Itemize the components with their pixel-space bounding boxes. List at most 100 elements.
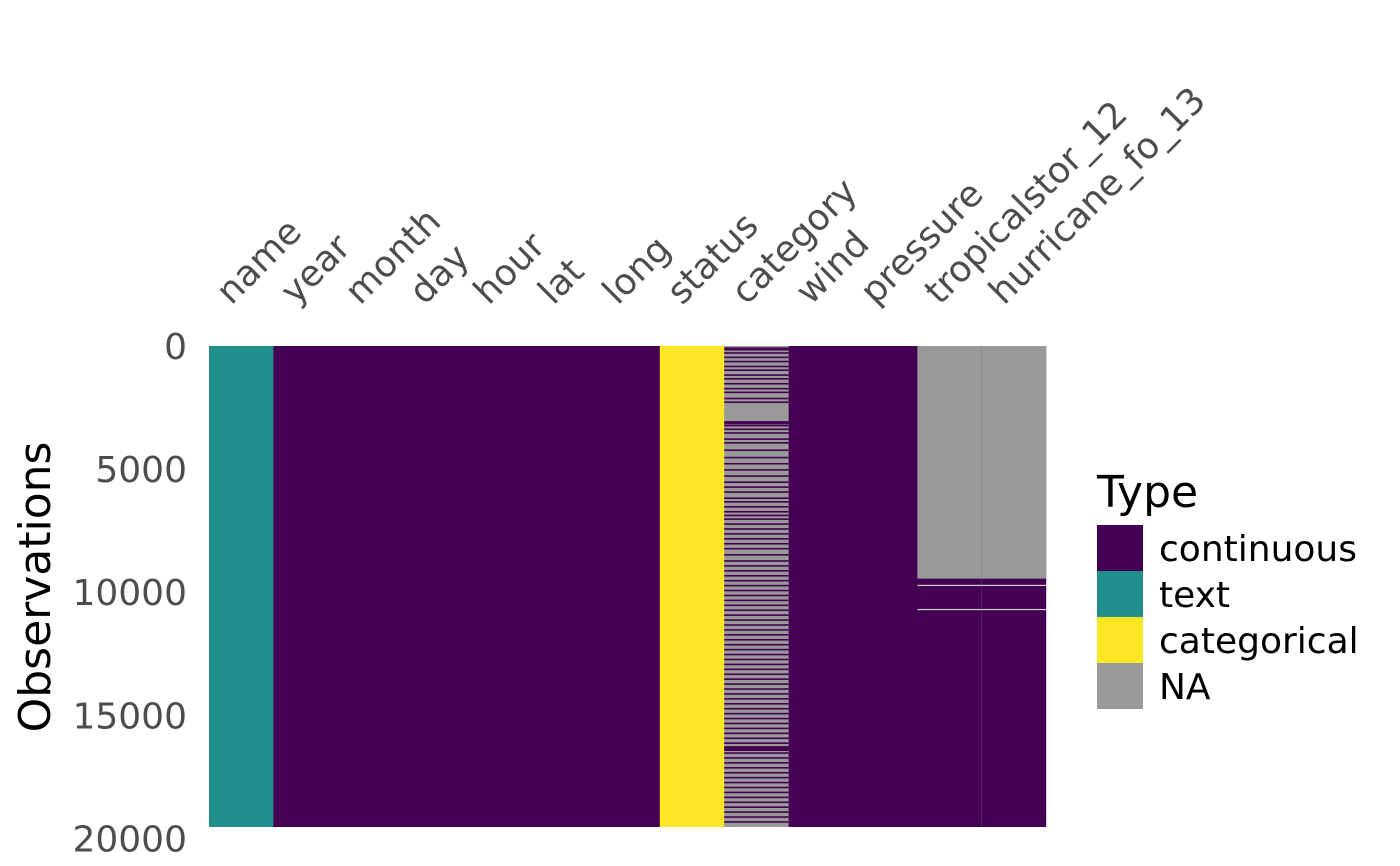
column-label: hour: [466, 225, 553, 312]
value-stripe: [724, 528, 789, 530]
value-stripe: [724, 374, 789, 376]
column-year: [273, 346, 339, 827]
value-stripe: [724, 658, 789, 661]
value-stripe: [724, 579, 789, 582]
heatmap-columns: [209, 346, 1047, 827]
value-stripe: [724, 781, 789, 784]
value-stripe: [724, 648, 789, 651]
value-stripe: [724, 673, 789, 676]
value-stripe: [724, 570, 789, 572]
value-stripe: [724, 365, 789, 368]
value-stripe: [724, 542, 789, 545]
na-cell: [917, 346, 982, 579]
column-day: [402, 346, 468, 827]
value-stripe: [724, 643, 789, 646]
value-stripe: [724, 609, 789, 612]
value-stripe: [724, 717, 789, 720]
value-stripe: [724, 518, 789, 520]
na-cell: [981, 346, 1047, 579]
value-cell: [659, 346, 725, 827]
value-stripe: [724, 737, 789, 740]
value-stripe: [724, 456, 789, 459]
column-month: [337, 346, 403, 827]
value-stripe: [724, 428, 789, 431]
value-stripe: [724, 432, 789, 434]
value-stripe: [724, 653, 789, 656]
value-stripe: [724, 348, 789, 351]
value-stripe: [724, 801, 789, 804]
value-stripe: [724, 707, 789, 710]
value-stripe: [724, 683, 789, 685]
value-stripe: [724, 796, 789, 799]
column-lat: [531, 346, 596, 827]
column-long: [595, 346, 661, 827]
value-stripe: [724, 510, 789, 513]
value-stripe: [724, 811, 789, 813]
value-stripe: [724, 757, 789, 759]
value-cell: [273, 346, 339, 827]
value-cell: [402, 346, 468, 827]
legend-swatch: [1097, 617, 1143, 663]
legend-title: Type: [1096, 467, 1198, 518]
value-stripe: [724, 438, 789, 440]
value-stripe: [724, 397, 789, 400]
value-stripe: [724, 732, 789, 735]
value-stripe: [724, 584, 789, 587]
value-stripe: [724, 776, 789, 779]
value-stripe: [724, 565, 789, 567]
na-cell: [981, 584, 1047, 587]
value-stripe: [724, 702, 789, 705]
value-stripe: [724, 462, 789, 465]
value-stripe: [724, 806, 789, 808]
value-stripe: [724, 533, 789, 535]
value-stripe: [724, 506, 789, 508]
value-stripe: [724, 629, 789, 631]
value-stripe: [724, 469, 789, 471]
value-stripe: [724, 352, 789, 354]
column-label: long: [595, 228, 679, 312]
legend-label: continuous: [1159, 529, 1357, 570]
value-stripe: [724, 742, 789, 744]
value-stripe: [724, 369, 789, 371]
value-stripe: [724, 624, 789, 626]
value-stripe: [724, 491, 789, 493]
legend-label: categorical: [1159, 621, 1359, 662]
value-stripe: [724, 387, 789, 390]
value-stripe: [724, 442, 789, 444]
value-stripe: [724, 554, 789, 556]
value-stripe: [724, 634, 789, 636]
value-stripe: [724, 449, 789, 452]
legend-swatch: [1097, 663, 1143, 709]
value-cell: [788, 346, 854, 827]
legend-label: NA: [1159, 667, 1211, 708]
value-stripe: [724, 497, 789, 500]
value-stripe: [724, 481, 789, 484]
value-stripe: [724, 360, 789, 363]
value-cell: [466, 346, 532, 827]
value-stripe: [724, 771, 789, 774]
column-tropicalstor_12: [917, 346, 982, 827]
na-cell: [917, 584, 982, 587]
column-hour: [466, 346, 532, 827]
column-status: [659, 346, 725, 827]
value-stripe: [724, 421, 789, 425]
value-stripe: [724, 712, 789, 715]
legend-label: text: [1159, 575, 1230, 616]
value-stripe: [724, 501, 789, 503]
value-stripe: [724, 614, 789, 616]
value-stripe: [724, 722, 789, 725]
value-stripe: [724, 668, 789, 671]
y-tick-label: 5000: [95, 450, 187, 491]
value-stripe: [724, 560, 789, 562]
value-stripe: [724, 786, 789, 789]
value-stripe: [724, 698, 789, 700]
value-stripe: [724, 791, 789, 794]
value-stripe: [724, 547, 789, 550]
value-stripe: [724, 599, 789, 602]
value-stripe: [724, 486, 789, 488]
value-stripe: [724, 767, 789, 769]
value-cell: [853, 346, 918, 827]
legend-swatch: [1097, 571, 1143, 617]
y-tick-label: 20000: [72, 819, 187, 860]
legend: Type continuous text categorical NA: [1096, 467, 1359, 709]
